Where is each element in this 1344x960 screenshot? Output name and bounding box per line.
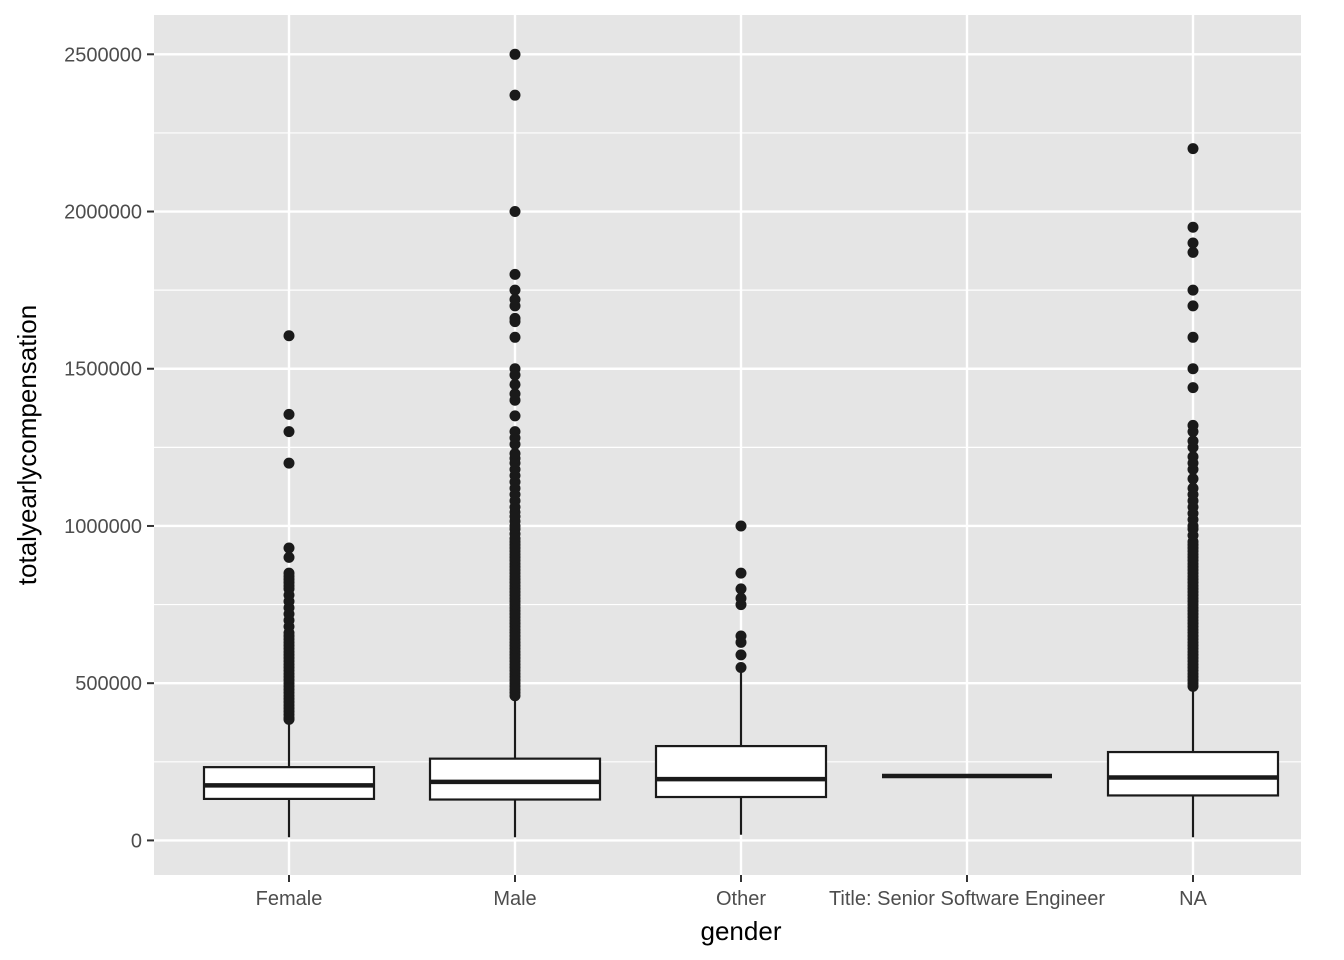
x-tick-label: Other [716,888,766,910]
box-iqr [202,766,376,801]
plot-panel [154,15,1301,875]
outlier-point [1187,482,1199,494]
outlier-point [509,89,521,101]
outlier-point [1187,331,1199,343]
outlier-point [509,312,521,324]
x-tick-label: Female [256,888,323,910]
y-axis-title: totalyearlycompensation [12,305,42,585]
outlier-point [509,410,521,422]
outlier-group [283,48,1199,725]
outlier-point [509,268,521,280]
outlier-point [283,567,295,579]
x-axis-title: gender [701,916,782,946]
outlier-point [735,649,747,661]
outlier-point [283,330,295,342]
outlier-point [1187,382,1199,394]
outlier-point [283,551,295,563]
outlier-point [1187,237,1199,249]
outlier-point [735,583,747,595]
x-tick-label: Title: Senior Software Engineer [829,888,1105,910]
outlier-point [509,294,521,306]
y-tick-label: 500000 [75,673,142,695]
outlier-point [1187,435,1199,447]
outlier-point [735,592,747,604]
y-axis: 0 500000 1000000 1500000 2000000 2500000 [64,44,154,852]
outlier-point [283,408,295,420]
outlier-point [1187,300,1199,312]
outlier-point [735,567,747,579]
outlier-point [1187,143,1199,155]
x-tick-label: Male [493,888,536,910]
y-tick-label: 1000000 [64,516,142,538]
outlier-point [509,448,521,460]
box-iqr [1106,750,1280,797]
outlier-point [1187,419,1199,431]
outlier-point [509,388,521,400]
outlier-point [509,206,521,218]
outlier-point [735,520,747,532]
outlier-point [509,331,521,343]
outlier-point [1187,363,1199,375]
outlier-point [283,457,295,469]
outlier-point [509,378,521,390]
y-tick-label: 0 [131,830,142,852]
outlier-point [509,363,521,375]
outlier-point [1187,246,1199,258]
outlier-point [283,542,295,554]
outlier-point [1187,473,1199,485]
box-iqr [428,757,602,801]
y-tick-label: 2000000 [64,202,142,224]
y-tick-label: 2500000 [64,44,142,66]
outlier-point [735,661,747,673]
outlier-point [509,426,521,438]
outlier-point [283,426,295,438]
x-tick-label: NA [1179,888,1207,910]
outlier-point [735,630,747,642]
box-iqr [654,744,828,799]
outlier-point [1187,284,1199,296]
major-gridlines [154,15,1301,875]
x-axis: Female Male Other Title: Senior Software En… [256,875,1208,910]
y-tick-label: 1500000 [64,359,142,381]
outlier-point [509,48,521,60]
box-group [202,670,1280,838]
outlier-point [1187,221,1199,233]
outlier-point [1187,451,1199,463]
outlier-point [509,284,521,296]
